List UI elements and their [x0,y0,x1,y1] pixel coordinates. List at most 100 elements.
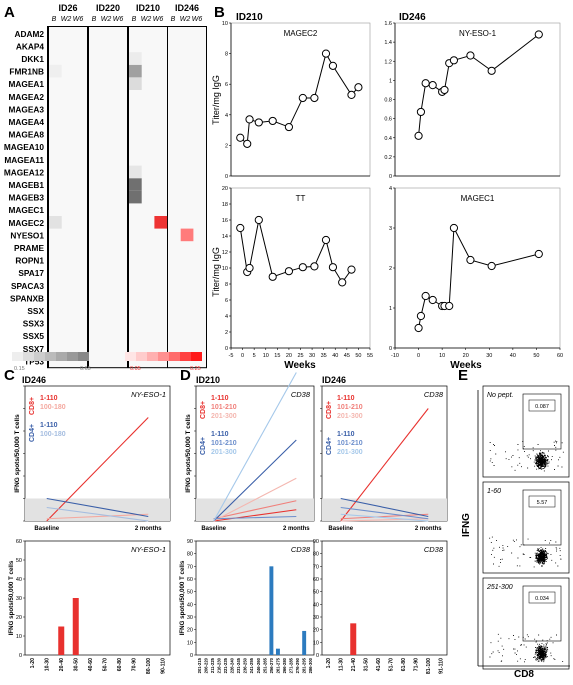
y-tick-label: 6 [225,82,228,88]
category-label: Baseline [34,526,59,532]
y-tick-label: 1.6 [384,21,392,27]
response-line [46,513,149,520]
bar-category-label: 261-275 [275,657,280,673]
titer-point [466,255,475,265]
heatmap-column [168,27,206,368]
plot-frame [195,540,315,656]
bar-category-label: 91-110 [438,658,444,674]
response-line [340,408,429,522]
titer-point [310,93,319,103]
y-tick-label: 30 [187,615,193,621]
x-tick-label: 15 [274,353,280,359]
gene-label: MAGEA8 [9,130,45,140]
y-tick-label: 2 [225,143,228,149]
y-tick-label: 3 [389,226,392,232]
bar-category-label: 226-240 [230,657,235,673]
y-tick-label: 1.2 [384,59,392,65]
bar-category-label: 236-250 [243,657,248,673]
gate-box [522,489,562,546]
red-scale-swatch [169,352,180,361]
y-tick-label: 0 [19,653,22,659]
gray-scale-swatch [78,352,89,361]
flow-plot-frame [482,481,570,574]
cd8-legend-item: 1-110 [337,395,355,402]
panel-b-xlabel-left: Weeks [284,360,316,371]
cell-events [489,440,564,472]
titer-point [414,323,423,333]
x-tick-label: 0 [241,353,244,359]
bar-category-label: 10-30 [44,658,50,671]
y-tick-label: 10 [222,266,228,272]
bar-category-label: 61-80 [401,658,407,671]
gene-label: MAGEA1 [9,79,45,89]
heatmap-cell [129,77,142,90]
bar-category-label: 221-235 [223,657,228,673]
titer-point [254,215,263,225]
y-tick-label: 80 [187,552,193,558]
patient-label: ID26 [58,3,77,13]
bar-category-label: 41-60 [376,658,382,671]
plot-title: CD38 [291,545,311,554]
titer-point [245,263,254,273]
gate-value-box [528,495,556,508]
gene-label: AKAP4 [16,41,45,51]
titer-point [445,301,454,311]
y-tick-label: 0 [190,653,193,659]
y-tick-label: 4 [225,113,228,119]
red-scale-max: 0.25 [190,366,201,372]
red-scale-min: 0.05 [130,366,141,372]
x-tick-label: 20 [286,353,292,359]
panel-d-left-id: ID210 [196,375,220,385]
red-scale-swatch [125,352,136,361]
plot-title: NY-ESO-1 [459,29,497,38]
gene-label: SSX7 [23,344,45,354]
titer-point [298,263,307,272]
titer-point [254,118,263,127]
timepoint-label: W6 [192,16,203,23]
y-axis-label: IFNG spots/50,000 T cells [185,414,192,493]
y-tick-label: 2 [225,330,228,336]
red-scale-swatch [158,352,169,361]
bar-category-label: 251-265 [262,657,267,673]
gene-label: MAGEA4 [9,117,45,127]
y-tick-label: 50 [187,590,193,596]
x-tick-label: 10 [439,353,445,359]
gene-label: SPACA3 [11,281,44,291]
cd4-legend-item: 201-300 [211,449,237,456]
gene-label: MAGEA12 [4,167,44,177]
bar-category-label: 70-90 [131,658,137,671]
gate-value: 5.57 [537,500,548,506]
cell-events [489,536,562,568]
titer-point [354,83,363,92]
gene-label: SPA17 [18,268,44,278]
bar-category-label: 11-30 [338,658,344,671]
y-tick-label: 8 [225,282,228,288]
gene-label: MAGEB3 [9,193,45,203]
cell-events [489,633,564,663]
bar-category-label: 241-255 [249,657,254,673]
heatmap-column [49,27,87,368]
red-scale-swatch [136,352,147,361]
plot-title: NY-ESO-1 [131,390,166,399]
bar [58,626,65,655]
response-line [340,518,429,522]
panel-letter-b: B [214,4,225,21]
gene-label: MAGEA11 [4,155,44,165]
y-tick-label: 0 [389,174,392,180]
response-line [340,513,429,522]
y-tick-label: 20 [222,186,228,192]
category-label: Baseline [328,526,353,532]
timepoint-label: W2 [180,16,191,23]
y-tick-label: 10 [187,640,193,646]
gate-value-box [528,591,556,604]
bar-category-label: 40-60 [88,658,94,671]
y-tick-label: 8 [225,52,228,58]
red-scale-swatch [147,352,158,361]
gene-label: MAGEC1 [9,205,45,215]
timepoint-label: W6 [113,16,124,23]
bar [350,623,357,655]
gene-label: FMR1NB [9,67,44,77]
gene-label: SSX5 [23,331,45,341]
titer-point [328,263,338,272]
